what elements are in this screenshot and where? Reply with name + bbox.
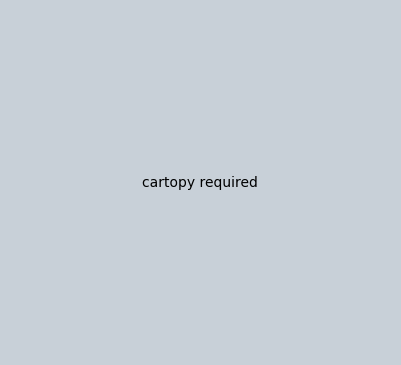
Text: cartopy required: cartopy required	[142, 176, 257, 190]
